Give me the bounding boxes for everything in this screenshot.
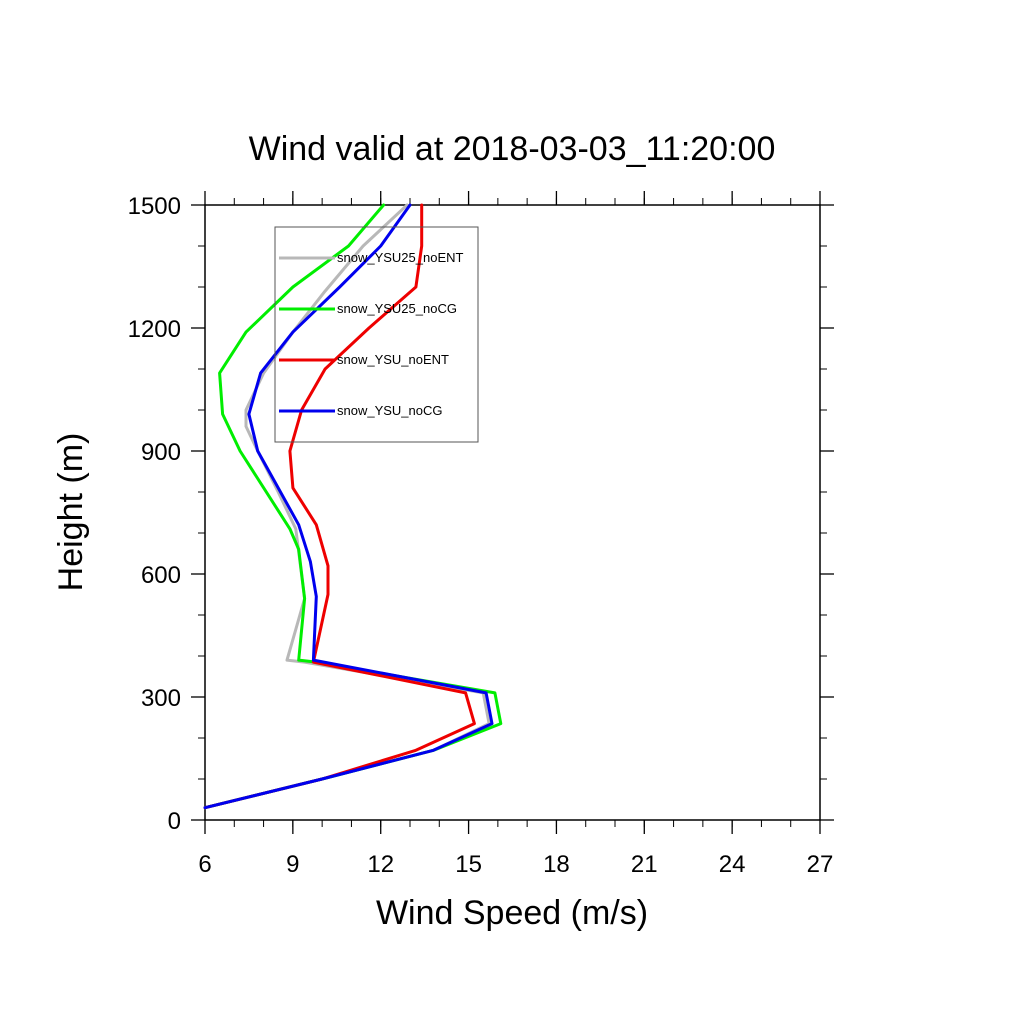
x-tick-label: 24	[719, 851, 746, 878]
plot-area-border	[204, 204, 821, 821]
axis-tick-labels: 6 9 12 15 18 21 24 27 0 300 600 900 1200 1500	[128, 193, 834, 878]
series-lines	[203, 203, 503, 810]
y-tick-label: 600	[141, 562, 181, 589]
x-tick-label: 9	[286, 851, 299, 878]
axis-ticks	[191, 191, 834, 834]
y-tick-label: 1200	[128, 316, 181, 343]
x-tick-label: 6	[198, 851, 211, 878]
series-line-snow-ysu25-nocg	[203, 203, 503, 810]
x-tick-label: 18	[543, 851, 570, 878]
legend-label-snow-ysu-noent: snow_YSU_noENT	[337, 352, 449, 367]
y-tick-label: 1500	[128, 193, 181, 220]
x-tick-label: 21	[631, 851, 658, 878]
y-axis-label: Height (m)	[52, 433, 90, 592]
legend-label-snow-ysu25-nocg: snow_YSU25_noCG	[337, 301, 457, 316]
chart-title: Wind valid at 2018-03-03_11:20:00	[249, 130, 776, 168]
x-tick-label: 27	[807, 851, 834, 878]
series-line-snow-ysu-noent	[203, 203, 476, 810]
plot-frame	[204, 204, 821, 821]
series-line-snow-ysu-nocg	[203, 203, 494, 810]
x-tick-label: 12	[367, 851, 394, 878]
y-tick-label: 300	[141, 685, 181, 712]
y-tick-label: 0	[168, 808, 181, 835]
y-tick-label: 900	[141, 439, 181, 466]
legend-box	[274, 226, 479, 443]
legend-label-snow-ysu25-noent: snow_YSU25_noENT	[337, 250, 464, 265]
x-axis-label: Wind Speed (m/s)	[376, 894, 648, 932]
legend: snow_YSU25_noENT snow_YSU25_noCG snow_YSU_…	[274, 226, 479, 443]
legend-label-snow-ysu-nocg: snow_YSU_noCG	[337, 403, 443, 418]
x-tick-label: 15	[455, 851, 482, 878]
series-line-snow-ysu25-noent	[203, 203, 491, 810]
